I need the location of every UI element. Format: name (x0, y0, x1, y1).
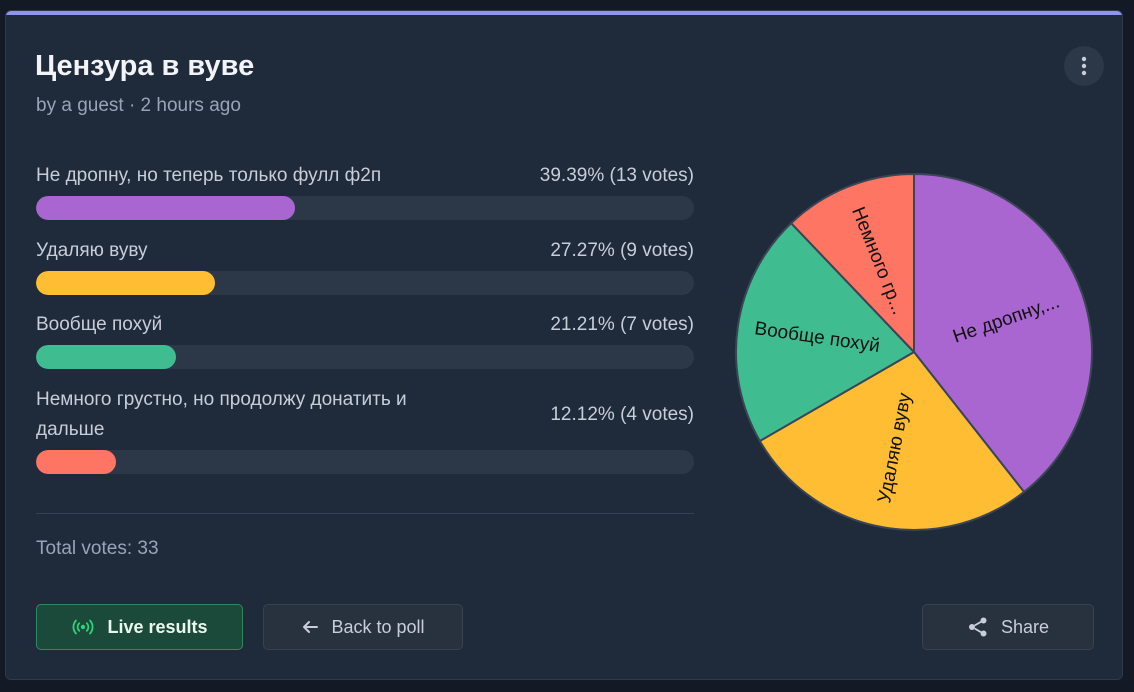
pie-slice (758, 350, 1026, 531)
more-vertical-icon (1081, 56, 1087, 76)
pie-slice (789, 172, 915, 355)
option-bar-fill (36, 196, 296, 220)
arrow-left-icon (301, 620, 319, 634)
card-accent-bar (6, 11, 1122, 15)
back-to-poll-label: Back to poll (331, 616, 425, 637)
option-bar-fill (36, 345, 176, 369)
option-label: Вообще похуй (36, 314, 163, 335)
option-bar-track (36, 271, 694, 295)
more-options-button[interactable] (1064, 46, 1104, 86)
option-stat: 39.39% (13 votes) (539, 165, 694, 186)
share-icon (967, 616, 989, 638)
poll-title: Цензура в вуве (35, 50, 255, 82)
option-stat: 21.21% (7 votes) (550, 314, 694, 335)
option-bar-fill (36, 450, 116, 474)
divider (36, 513, 694, 514)
option-bar-track (36, 345, 694, 369)
broadcast-icon (71, 619, 95, 635)
option-label: Немного грустно, но продолжу донатить и … (36, 389, 407, 440)
live-results-label: Live results (107, 616, 208, 637)
option-bar-track (36, 450, 694, 474)
share-label: Share (1000, 616, 1050, 637)
option-bar-fill (36, 271, 216, 295)
live-results-button[interactable]: Live results (36, 604, 243, 650)
option-label: Удаляю вуву (36, 240, 148, 261)
back-to-poll-button[interactable]: Back to poll (263, 604, 463, 650)
pie-slice (913, 172, 1093, 494)
option-bar-track (36, 196, 694, 220)
option-stat: 12.12% (4 votes) (550, 404, 694, 425)
option-label: Не дропну, но теперь только фулл ф2п (36, 165, 382, 186)
poll-byline: by a guest · 2 hours ago (36, 95, 241, 116)
poll-results-card: Цензура в вуве by a guest · 2 hours ago … (5, 10, 1123, 680)
pie-slice (735, 221, 916, 443)
total-votes: Total votes: 33 (36, 538, 159, 559)
share-button[interactable]: Share (922, 604, 1094, 650)
option-stat: 27.27% (9 votes) (550, 240, 694, 261)
